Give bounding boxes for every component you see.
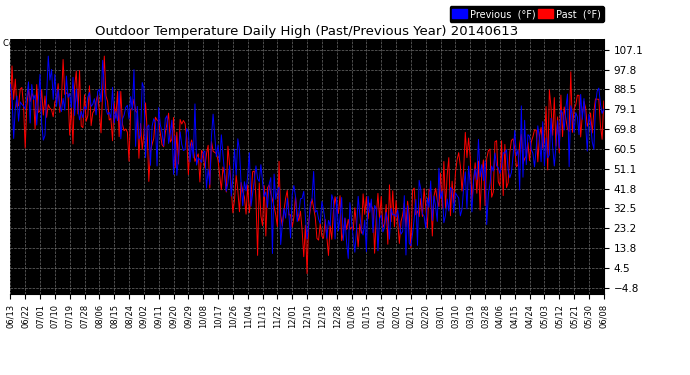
Title: Outdoor Temperature Daily High (Past/Previous Year) 20140613: Outdoor Temperature Daily High (Past/Pre…	[95, 25, 519, 38]
Legend: Previous  (°F), Past  (°F): Previous (°F), Past (°F)	[449, 6, 604, 22]
Text: Copyright 2014 Cartronics.com: Copyright 2014 Cartronics.com	[3, 39, 135, 48]
